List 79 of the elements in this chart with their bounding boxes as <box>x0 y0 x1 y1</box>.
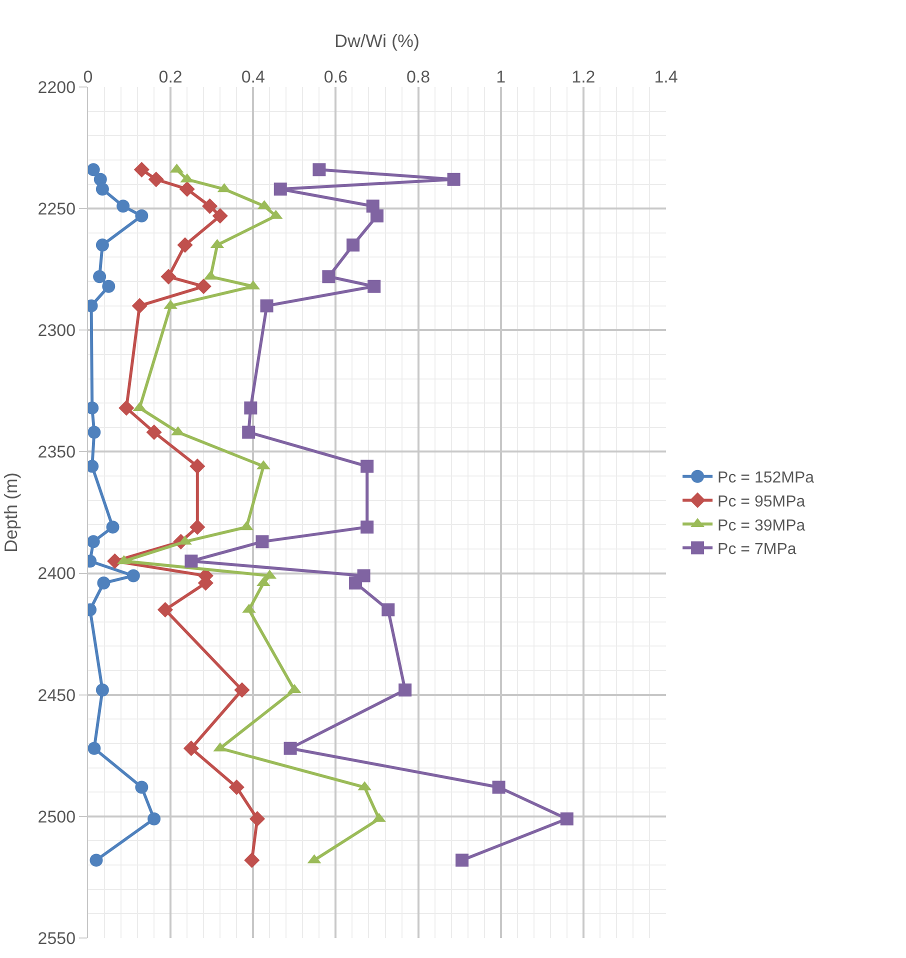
point <box>212 208 228 224</box>
point <box>322 270 336 284</box>
point <box>88 163 100 176</box>
point <box>93 270 106 284</box>
point <box>360 520 374 534</box>
y-tick-label: 2450 <box>38 686 76 705</box>
point <box>256 535 269 548</box>
point <box>88 742 101 755</box>
point <box>560 812 574 826</box>
y-tick-label: 2250 <box>38 200 76 219</box>
legend-label: Pc = 39MPa <box>718 517 806 534</box>
x-tick-label: 0.2 <box>158 68 182 87</box>
point <box>183 740 200 756</box>
point <box>190 519 206 535</box>
point <box>370 209 384 222</box>
x-tick-label: 1.2 <box>572 68 596 87</box>
point <box>360 460 374 473</box>
point <box>96 182 109 196</box>
point <box>456 854 469 867</box>
point <box>160 268 176 284</box>
point <box>398 683 412 696</box>
y-tick-label: 2200 <box>38 78 76 97</box>
legend-label: Pc = 7MPa <box>718 541 796 558</box>
point <box>96 238 109 252</box>
y-tick-label: 2400 <box>38 564 76 584</box>
point <box>244 852 260 868</box>
point <box>349 576 362 590</box>
point <box>190 458 206 474</box>
point <box>202 198 218 214</box>
point <box>368 280 381 293</box>
point <box>196 278 212 294</box>
point <box>447 172 460 186</box>
y-tick-label: 2300 <box>38 321 76 340</box>
point <box>244 401 258 414</box>
x-tick-label: 0.8 <box>406 68 430 87</box>
point <box>146 424 162 440</box>
point <box>148 812 161 826</box>
point <box>126 569 140 582</box>
x-tick-label: 1 <box>496 68 506 87</box>
y-axis-title: Depth (m) <box>0 472 21 553</box>
x-tick-label: 0.6 <box>324 68 348 87</box>
point <box>177 237 193 253</box>
point <box>135 780 148 794</box>
x-tick-label: 0.4 <box>241 68 265 87</box>
point <box>492 780 506 794</box>
point <box>184 554 198 568</box>
point <box>88 535 100 548</box>
point <box>96 683 109 696</box>
point <box>90 854 103 867</box>
legend-label: Pc = 95MPa <box>718 493 806 510</box>
point <box>106 520 120 534</box>
point <box>88 426 101 439</box>
point <box>118 400 134 416</box>
point <box>346 238 360 252</box>
point <box>135 209 148 222</box>
x-tick-label: 1.4 <box>654 68 678 87</box>
point <box>157 602 173 618</box>
point <box>284 742 297 755</box>
y-tick-label: 2350 <box>38 442 76 462</box>
point <box>234 682 250 698</box>
legend-label: Pc = 152MPa <box>718 470 814 487</box>
point <box>312 163 326 176</box>
x-tick-label: 0 <box>83 68 93 87</box>
point <box>382 603 395 616</box>
point <box>228 779 244 796</box>
point <box>102 280 116 293</box>
point <box>260 299 274 312</box>
y-tick-label: 2500 <box>38 807 76 826</box>
point <box>134 162 150 178</box>
point <box>116 200 130 213</box>
y-tick-label: 2550 <box>38 928 76 948</box>
point <box>97 576 110 590</box>
x-axis-title: Dw/Wi (%) <box>334 30 420 51</box>
point <box>242 426 256 439</box>
point <box>179 181 195 197</box>
point <box>249 811 266 827</box>
point <box>148 172 164 188</box>
point <box>132 298 148 314</box>
point <box>274 182 287 196</box>
